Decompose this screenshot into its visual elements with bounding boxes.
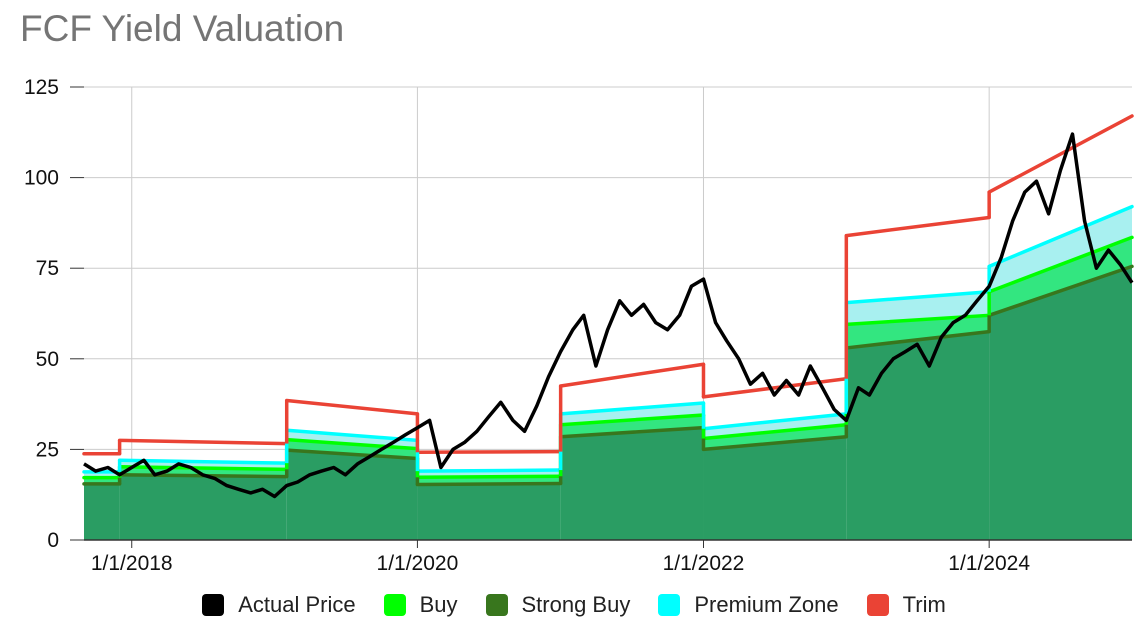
x-tick-label-2: 1/1/2022: [663, 552, 745, 575]
strong-buy-area-0: [84, 483, 120, 540]
actual-price-series: [83, 132, 1134, 499]
legend-item-premium-zone[interactable]: Premium Zone: [658, 592, 839, 618]
legend-label-actual-price: Actual Price: [238, 592, 356, 617]
buy-area-5: [703, 424, 847, 450]
trim-line-6: [844, 215, 991, 238]
chart-plot: 0 25 50 75 100 125 1/1/2018 1/1/2020 1/1/2022 1/1…: [24, 76, 1134, 575]
premium-line-2: [284, 428, 420, 443]
strong-buy-line-4: [558, 425, 706, 439]
legend-swatch-strong-buy: [485, 594, 508, 616]
axes: 0 25 50 75 100 125 1/1/2018 1/1/2020 1/1/2022 1/1…: [24, 76, 1132, 575]
premium-area-5: [703, 413, 847, 439]
chart-title: FCF Yield Valuation: [20, 8, 345, 49]
premium-line-1: [117, 458, 289, 465]
y-tick-label-25: 25: [36, 438, 59, 461]
trim-line-7: [987, 114, 1134, 194]
y-tick-label-0: 0: [47, 529, 59, 552]
premium-line-3: [415, 468, 563, 473]
strong-buy-line-6: [844, 329, 991, 350]
legend-swatch-actual-price: [202, 594, 225, 616]
buy-area-4: [560, 414, 704, 437]
x-tick-label-3: 1/1/2024: [948, 552, 1030, 575]
premium-line-4: [558, 401, 706, 416]
band-lines: [82, 114, 1134, 487]
legend-swatch-buy: [383, 594, 406, 616]
x-tick-label-1: 1/1/2020: [377, 552, 459, 575]
y-tick-label-50: 50: [36, 348, 59, 371]
legend-item-actual-price[interactable]: Actual Price: [202, 592, 356, 618]
strong-buy-area-5: [703, 436, 847, 540]
trim-line-4: [558, 362, 706, 388]
strong-buy-line-3: [415, 481, 563, 487]
legend-item-trim[interactable]: Trim: [866, 592, 946, 618]
premium-line-6: [844, 290, 991, 305]
strong-buy-area-3: [417, 483, 561, 540]
trim-line-2: [284, 398, 420, 416]
y-tick-label-125: 125: [24, 76, 59, 99]
buy-area-7: [989, 237, 1132, 316]
strong-buy-line-2: [284, 448, 420, 461]
strong-buy-area-2: [286, 450, 418, 540]
legend-swatch-trim: [866, 594, 889, 616]
trim-line-1: [117, 438, 289, 446]
legend-item-buy[interactable]: Buy: [383, 592, 458, 618]
buy-line-5: [701, 423, 849, 441]
legend-label-trim: Trim: [902, 592, 946, 617]
buy-line-2: [284, 437, 420, 451]
strong-buy-area-1: [119, 474, 287, 540]
strong-buy-area-4: [560, 427, 704, 540]
buy-area-2: [286, 439, 418, 459]
buy-line-7: [987, 235, 1134, 294]
legend-label-buy: Buy: [419, 592, 458, 617]
y-tick-label-75: 75: [36, 257, 59, 280]
y-tick-label-100: 100: [24, 167, 59, 190]
legend-item-strong-buy[interactable]: Strong Buy: [485, 592, 631, 618]
strong-buy-line-7: [987, 264, 1134, 318]
premium-area-7: [989, 206, 1132, 292]
premium-area-4: [560, 403, 704, 425]
buy-line-3: [415, 474, 563, 480]
trim-line-3: [415, 449, 563, 455]
strong-buy-area-6: [846, 331, 990, 540]
strong-buy-line-5: [701, 434, 849, 452]
premium-line-5: [701, 412, 849, 431]
legend-label-premium-zone: Premium Zone: [694, 592, 839, 617]
trim-line-5: [701, 376, 849, 399]
premium-area-2: [286, 430, 418, 449]
strong-buy-area-7: [989, 266, 1132, 540]
premium-line-7: [987, 204, 1134, 269]
legend: Actual Price Buy Strong Buy Premium Zone…: [0, 592, 1148, 618]
actual-price-line: [83, 132, 1134, 499]
x-tick-label-0: 1/1/2018: [91, 552, 173, 575]
legend-label-strong-buy: Strong Buy: [521, 592, 631, 617]
legend-swatch-premium-zone: [658, 594, 681, 616]
buy-line-4: [558, 413, 706, 427]
